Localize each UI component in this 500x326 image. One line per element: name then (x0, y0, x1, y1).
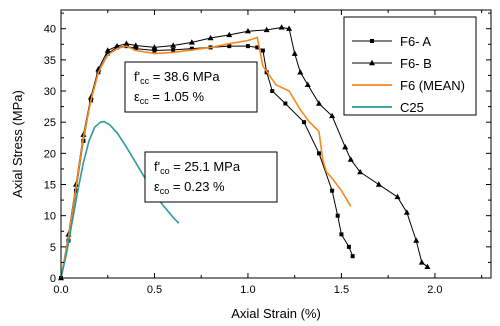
data-point-f6-b (418, 259, 425, 265)
data-point-f6-a (339, 232, 344, 237)
data-point-f6-b (342, 143, 349, 150)
legend-item-f6-mean: F6 (MEAN) (352, 78, 465, 93)
data-point-f6-b (297, 69, 304, 75)
legend-label-f6-b: F6- B (400, 56, 432, 71)
x-tick-label: 0.0 (53, 284, 68, 296)
annotation-cc-box (124, 61, 258, 113)
data-point-f6-b (316, 100, 322, 106)
x-tick-label: 0.5 (147, 284, 162, 296)
x-tick-label: 2.0 (427, 284, 442, 296)
data-point-f6-a (133, 46, 138, 51)
y-tick-label: 20 (44, 148, 56, 160)
data-point-f6-b (151, 44, 158, 50)
data-point-f6-b (123, 40, 130, 46)
legend-label-f6-mean: F6 (MEAN) (400, 78, 465, 93)
data-point-f6-b (104, 47, 111, 53)
data-point-f6-b (347, 156, 354, 162)
series-f6-mean (60, 36, 352, 279)
legend-item-f6-b: F6- B (352, 56, 432, 71)
legend-box (343, 16, 477, 116)
annotation-cc: f'cc = 38.6 MPa εcc = 1.05 % (124, 61, 258, 113)
legend-label-f6-a: F6- A (400, 34, 431, 49)
data-point-f6-a (152, 48, 157, 53)
annotation-cc-line1: f'cc = 38.6 MPa (134, 69, 220, 86)
data-point-f6-a (260, 48, 265, 53)
y-tick-label: 10 (44, 211, 56, 223)
data-point-f6-b (375, 181, 382, 187)
data-point-f6-b (286, 25, 293, 31)
data-point-f6-a (105, 51, 110, 56)
data-point-f6-b (226, 31, 233, 38)
legend-label-c25: C25 (400, 100, 424, 115)
data-point-f6-b (304, 81, 311, 87)
y-tick-label: 0 (50, 273, 56, 285)
data-point-f6-b (394, 193, 401, 200)
data-point-f6-b (278, 24, 285, 30)
data-point-f6-b (132, 42, 139, 48)
data-point-f6-b (413, 237, 420, 243)
annotation-co: f'co = 25.1 MPa εco = 0.23 % (144, 151, 278, 203)
y-tick-label: 30 (44, 86, 56, 98)
x-axis-title: Axial Strain (%) (231, 306, 321, 321)
data-point-f6-a (335, 213, 340, 218)
data-point-f6-a (317, 151, 321, 156)
data-point-f6-a (350, 254, 355, 259)
series-line-f6-mean (60, 36, 352, 279)
data-point-f6-b (329, 112, 336, 119)
data-point-f6-b (114, 42, 121, 49)
data-point-f6-b (207, 34, 214, 41)
y-tick-label: 35 (44, 55, 56, 67)
data-point-f6-b (424, 263, 431, 269)
x-tick-label: 1.5 (334, 284, 349, 296)
data-point-f6-b (244, 27, 251, 34)
data-point-f6-a (245, 44, 250, 49)
data-point-f6-a (227, 44, 232, 49)
legend-item-c25: C25 (352, 100, 424, 115)
annotation-cc-line2: εcc = 1.05 % (134, 89, 205, 106)
data-point-f6-a (270, 89, 275, 94)
plot-frame (60, 9, 492, 279)
annotation-co-line1: f'co = 25.1 MPa (154, 159, 241, 176)
data-point-f6-b (170, 42, 177, 48)
data-point-f6-a (171, 47, 176, 52)
data-point-f6-b (263, 26, 270, 33)
y-tick-label: 5 (50, 242, 56, 254)
data-point-f6-a (255, 45, 260, 50)
annotation-co-box (144, 151, 278, 203)
data-point-f6-b (357, 168, 364, 175)
data-point-f6-b (403, 209, 410, 215)
data-point-f6-a (302, 120, 307, 125)
legend: F6- A F6- B F6 (MEAN) C25 (343, 16, 477, 116)
x-tick-label: 1.0 (240, 284, 255, 296)
axis-ticks: 0.0 0.5 1.0 1.5 2.0 0 5 10 15 20 25 30 35 40 (44, 10, 491, 296)
data-point-f6-a (189, 46, 194, 51)
legend-item-f6-a: F6- A (352, 34, 431, 49)
data-point-f6-a (283, 101, 288, 106)
plot-series-layer (58, 24, 431, 281)
y-tick-label: 15 (44, 180, 56, 192)
data-point-f6-a (330, 188, 335, 193)
legend-marker-f6-a (370, 39, 374, 43)
data-point-f6-a (346, 244, 351, 249)
legend-marker-f6-b (369, 59, 375, 66)
data-point-f6-b (188, 39, 195, 45)
y-tick-label: 25 (44, 117, 56, 129)
annotation-co-line2: εco = 0.23 % (154, 179, 225, 196)
data-point-f6-b (87, 94, 94, 100)
y-axis-title: Axial Stress (MPa) (10, 90, 25, 198)
data-point-f6-b (291, 50, 298, 56)
y-tick-label: 40 (44, 24, 56, 36)
